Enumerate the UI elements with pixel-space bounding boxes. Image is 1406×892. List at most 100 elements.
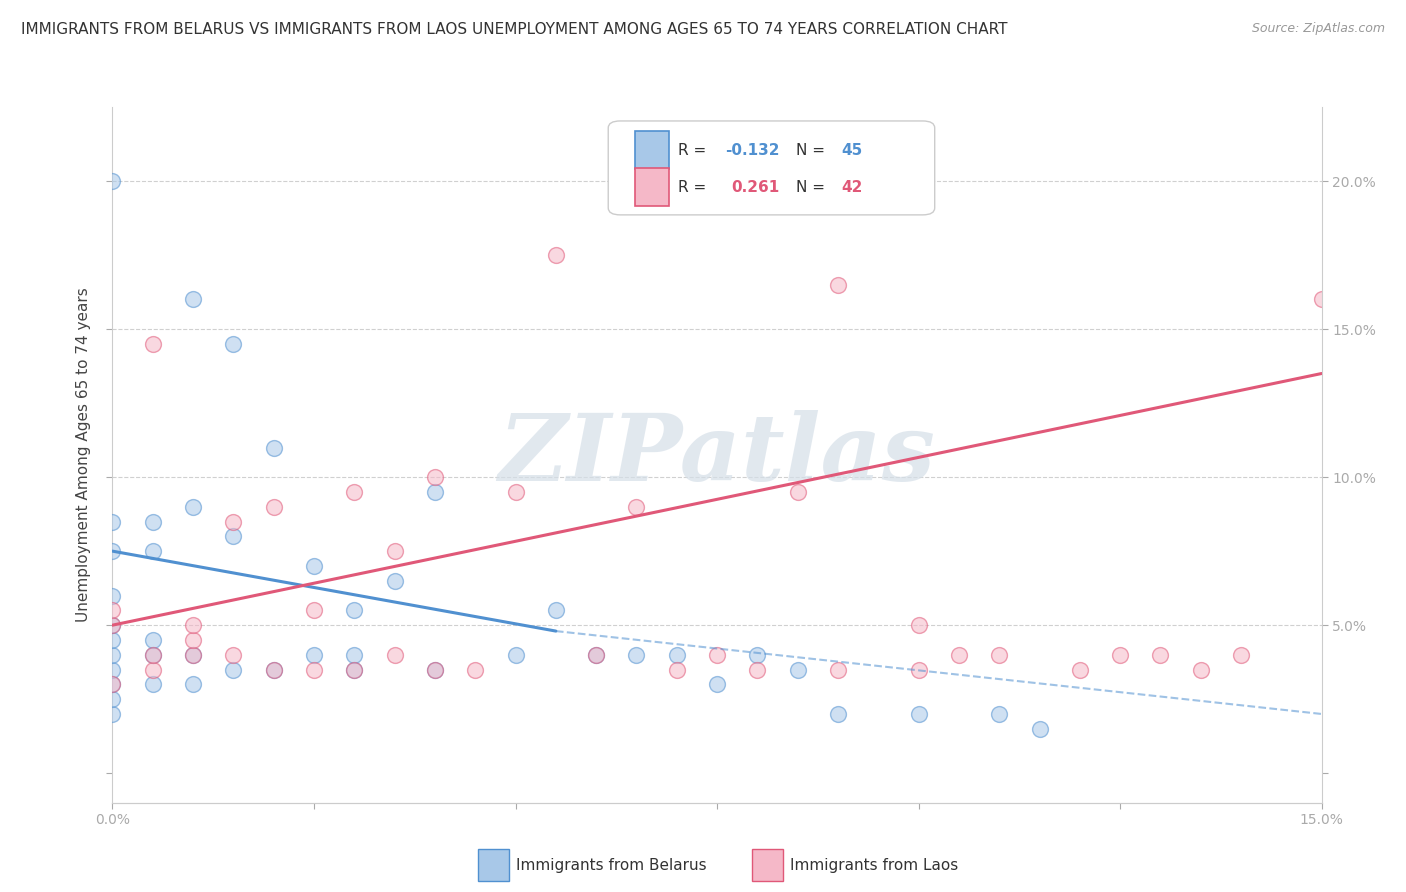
Point: [142, 632, 165, 647]
Point: [423, 663, 446, 677]
Point: [948, 648, 970, 662]
Point: [1069, 663, 1091, 677]
Point: [142, 544, 165, 558]
Point: [907, 618, 929, 632]
Point: [505, 648, 527, 662]
Point: [423, 470, 446, 484]
Text: 45: 45: [842, 143, 863, 158]
Point: [142, 515, 165, 529]
Point: [181, 648, 204, 662]
Point: [423, 663, 446, 677]
Point: [263, 663, 285, 677]
Point: [747, 648, 769, 662]
Point: [988, 706, 1011, 721]
Point: [101, 603, 124, 617]
Point: [505, 484, 527, 499]
Text: Immigrants from Belarus: Immigrants from Belarus: [516, 858, 707, 872]
Point: [343, 663, 366, 677]
Point: [101, 706, 124, 721]
Point: [101, 174, 124, 188]
Point: [585, 648, 607, 662]
Point: [1189, 663, 1212, 677]
Text: -0.132: -0.132: [725, 143, 780, 158]
Text: Source: ZipAtlas.com: Source: ZipAtlas.com: [1251, 22, 1385, 36]
Point: [1109, 648, 1132, 662]
Point: [142, 337, 165, 351]
Point: [181, 677, 204, 691]
Point: [1028, 722, 1050, 736]
Point: [101, 677, 124, 691]
Point: [1310, 293, 1333, 307]
Point: [907, 706, 929, 721]
Point: [263, 441, 285, 455]
Point: [544, 248, 567, 262]
Point: [101, 632, 124, 647]
Y-axis label: Unemployment Among Ages 65 to 74 years: Unemployment Among Ages 65 to 74 years: [76, 287, 91, 623]
Point: [384, 574, 406, 588]
Point: [222, 663, 245, 677]
Point: [181, 500, 204, 514]
Point: [101, 618, 124, 632]
Point: [988, 648, 1011, 662]
Point: [423, 484, 446, 499]
Point: [706, 648, 728, 662]
Point: [222, 529, 245, 543]
Point: [101, 648, 124, 662]
Point: [263, 663, 285, 677]
Point: [222, 515, 245, 529]
Point: [343, 603, 366, 617]
Point: [302, 663, 325, 677]
Point: [302, 603, 325, 617]
Point: [181, 632, 204, 647]
Text: N =: N =: [796, 143, 830, 158]
Point: [1230, 648, 1253, 662]
Point: [142, 677, 165, 691]
Point: [142, 663, 165, 677]
Point: [101, 589, 124, 603]
Text: ZIPatlas: ZIPatlas: [499, 410, 935, 500]
Point: [302, 648, 325, 662]
Text: N =: N =: [796, 179, 830, 194]
Point: [181, 648, 204, 662]
Point: [827, 706, 849, 721]
Point: [827, 277, 849, 292]
Point: [101, 618, 124, 632]
Text: 42: 42: [842, 179, 863, 194]
Text: Immigrants from Laos: Immigrants from Laos: [790, 858, 959, 872]
Point: [302, 558, 325, 573]
Point: [907, 663, 929, 677]
Point: [665, 648, 688, 662]
Point: [786, 484, 808, 499]
FancyBboxPatch shape: [609, 121, 935, 215]
Point: [1149, 648, 1171, 662]
Point: [626, 500, 648, 514]
FancyBboxPatch shape: [636, 131, 669, 169]
Point: [343, 648, 366, 662]
Point: [626, 648, 648, 662]
Point: [747, 663, 769, 677]
Point: [101, 663, 124, 677]
Point: [222, 337, 245, 351]
Point: [585, 648, 607, 662]
Point: [384, 544, 406, 558]
Text: 0.261: 0.261: [731, 179, 780, 194]
Point: [665, 663, 688, 677]
FancyBboxPatch shape: [636, 168, 669, 206]
Point: [343, 484, 366, 499]
Point: [464, 663, 486, 677]
Point: [142, 648, 165, 662]
Point: [343, 663, 366, 677]
Point: [101, 677, 124, 691]
Point: [263, 500, 285, 514]
Text: R =: R =: [678, 179, 717, 194]
Point: [101, 544, 124, 558]
Text: R =: R =: [678, 143, 711, 158]
Point: [181, 618, 204, 632]
Point: [544, 603, 567, 617]
Point: [384, 648, 406, 662]
Point: [181, 293, 204, 307]
Point: [101, 515, 124, 529]
Point: [142, 648, 165, 662]
Point: [786, 663, 808, 677]
Point: [706, 677, 728, 691]
